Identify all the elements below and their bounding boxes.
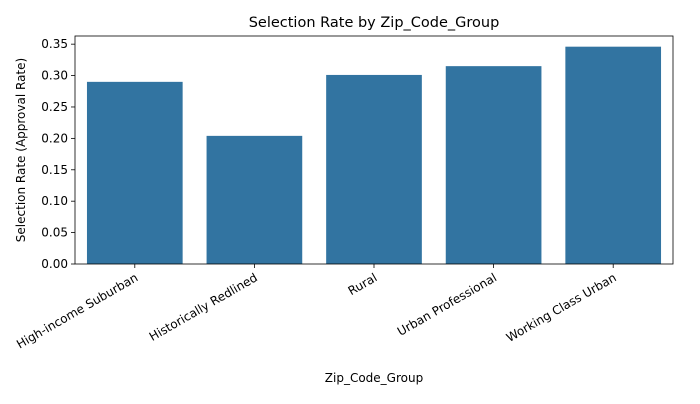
y-tick-label: 0.20 <box>41 131 68 145</box>
y-tick-label: 0.15 <box>41 163 68 177</box>
x-tick-label: Urban Professional <box>395 270 499 338</box>
bar <box>86 81 183 264</box>
x-tick-label: Rural <box>346 270 380 298</box>
chart-title: Selection Rate by Zip_Code_Group <box>249 15 500 31</box>
bar <box>565 46 662 265</box>
bar <box>445 66 542 265</box>
y-tick-label: 0.05 <box>41 226 68 240</box>
y-tick-label: 0.25 <box>41 100 68 114</box>
bars-layer <box>86 46 662 265</box>
y-tick-label: 0.35 <box>41 37 68 51</box>
y-axis: 0.00 0.05 0.10 0.15 0.20 0.25 0.30 0.35 <box>41 37 75 271</box>
bar <box>326 74 422 264</box>
x-tick-label: Historically Redlined <box>147 270 260 343</box>
x-tick-label: High-income Suburban <box>14 270 140 351</box>
y-tick-label: 0.00 <box>41 257 68 271</box>
x-axis-label: Zip_Code_Group <box>325 371 423 385</box>
x-axis: High-income Suburban Historically Redline… <box>14 264 619 351</box>
plot-frame <box>74 35 674 265</box>
x-tick-label: Working Class Urban <box>504 270 619 344</box>
y-tick-label: 0.10 <box>41 194 68 208</box>
bar <box>206 135 303 264</box>
y-tick-label: 0.30 <box>41 69 68 83</box>
y-axis-label: Selection Rate (Approval Rate) <box>14 58 28 242</box>
